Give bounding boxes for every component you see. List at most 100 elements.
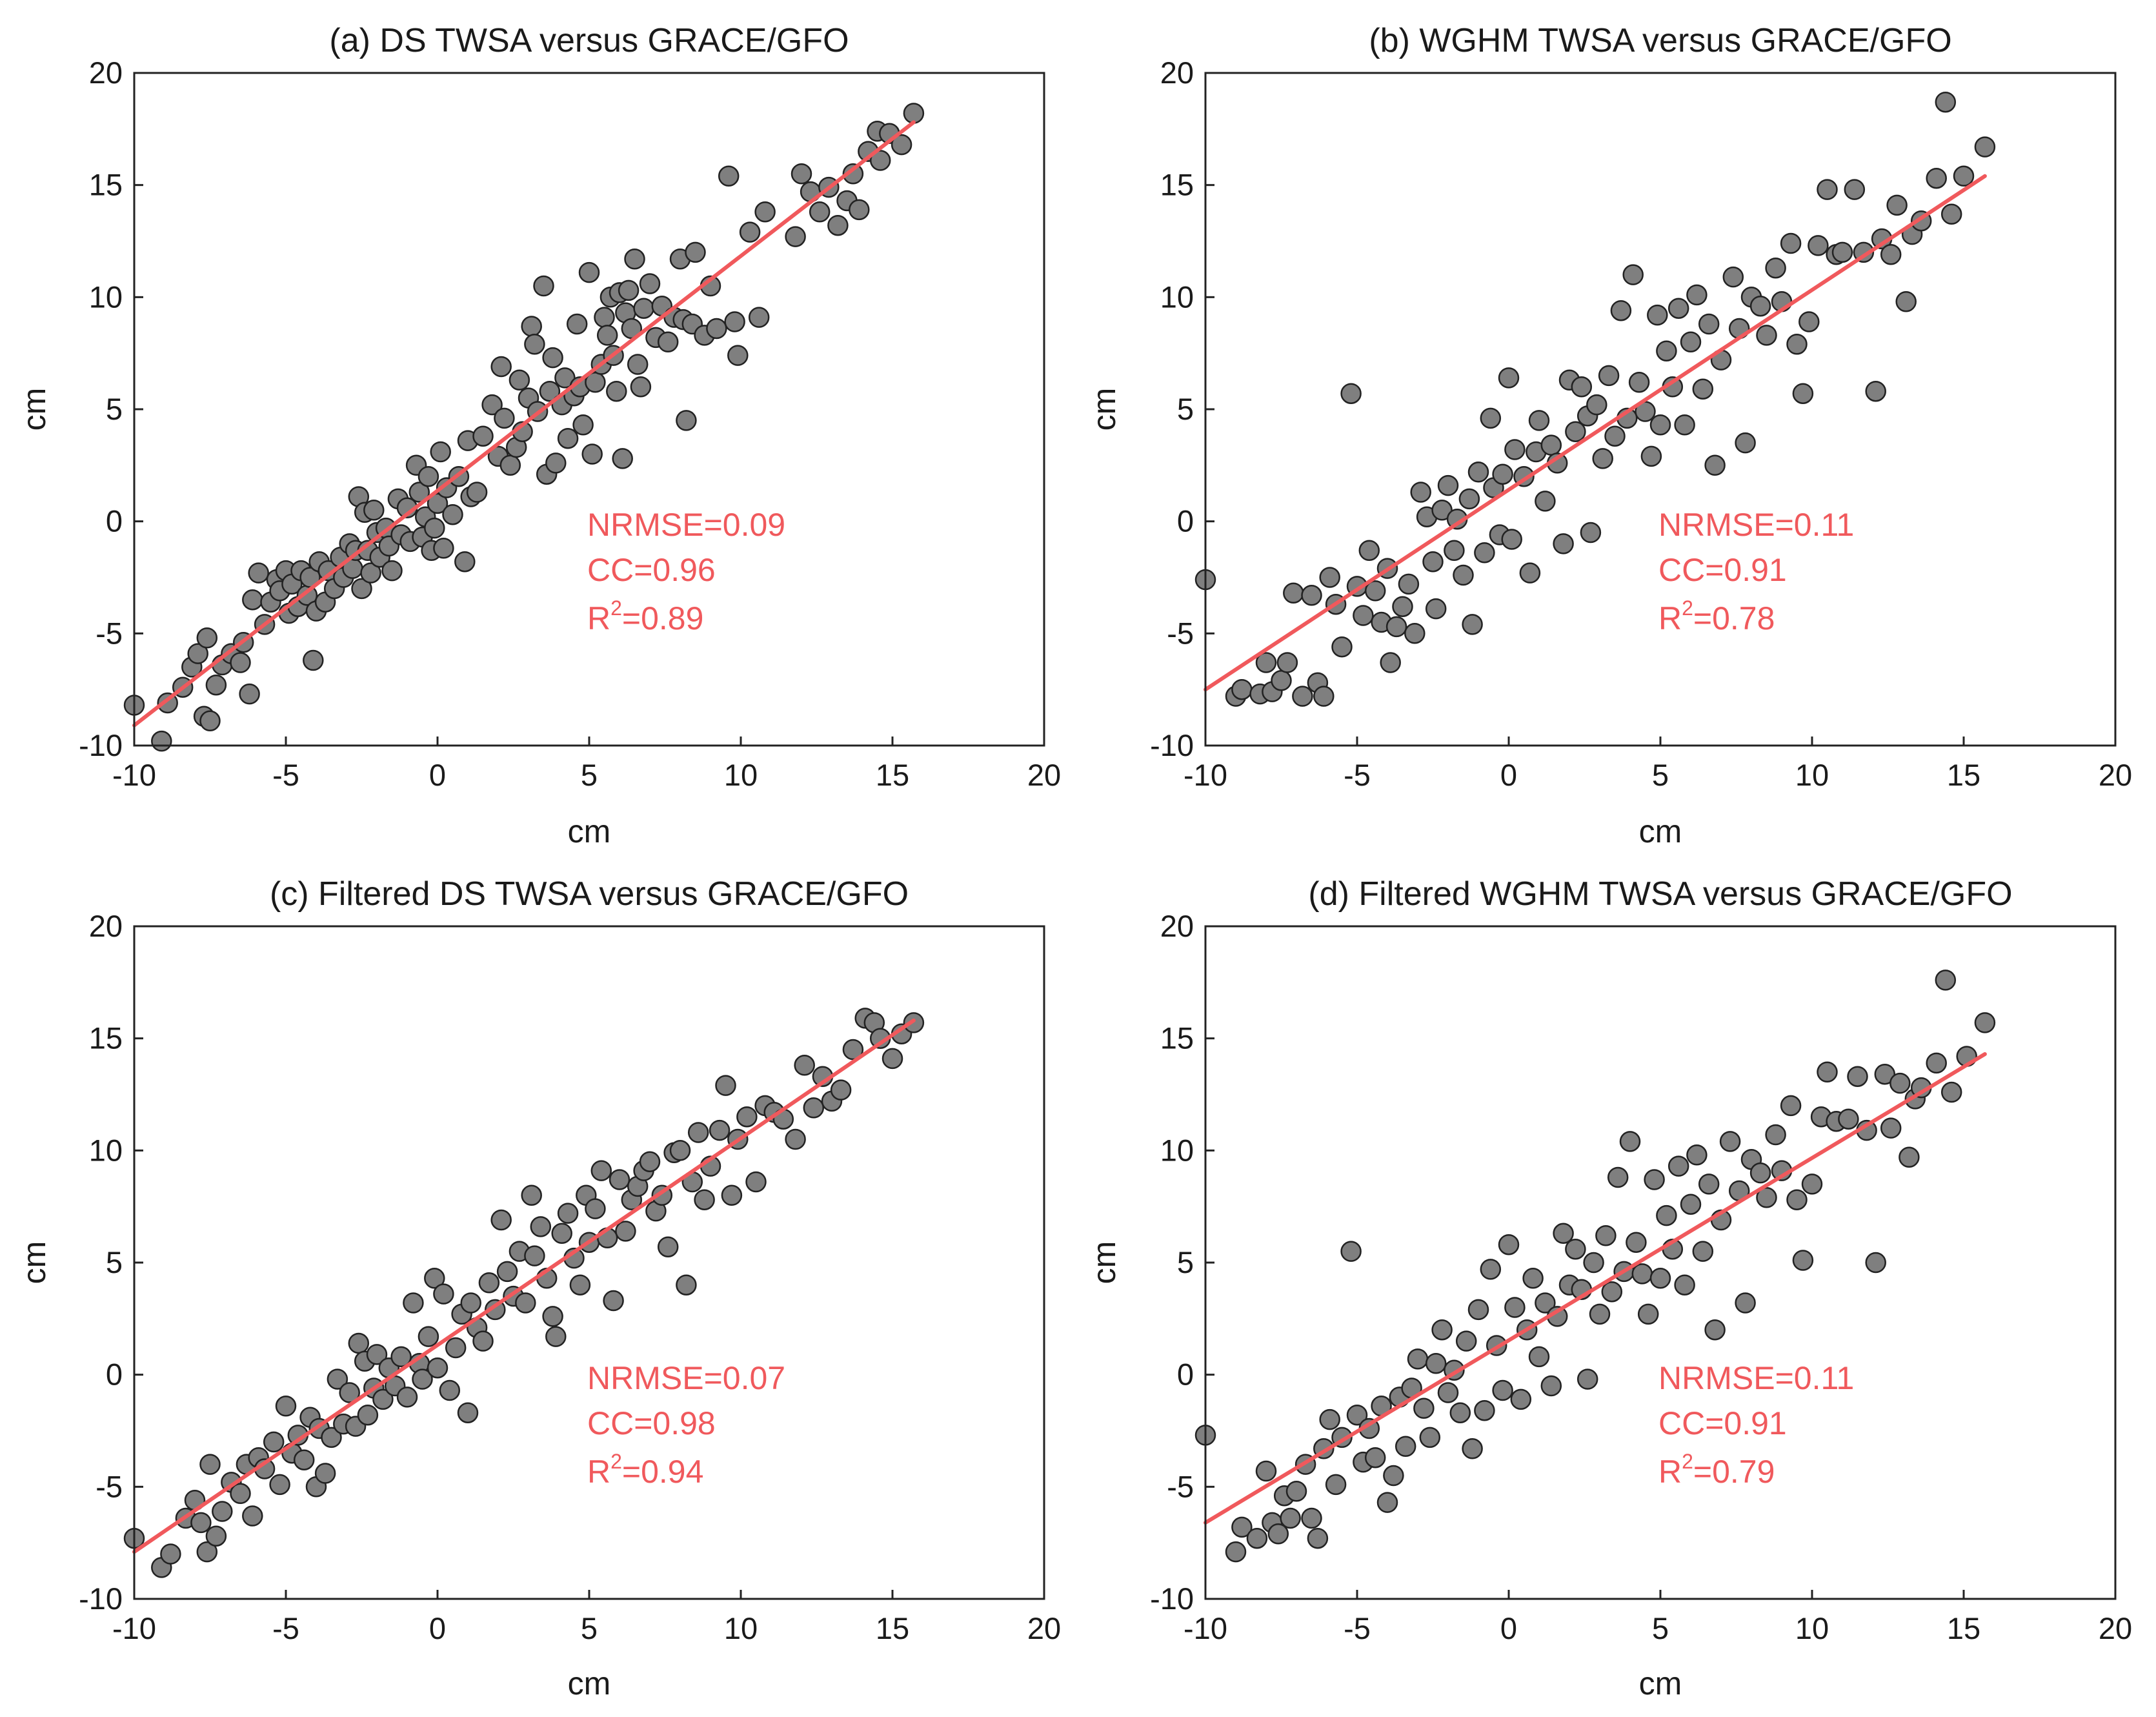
scatter-point — [545, 1326, 567, 1347]
x-tick-label: -5 — [1344, 1611, 1371, 1645]
scatter-point — [676, 1274, 697, 1295]
scatter-point — [1410, 482, 1431, 503]
panel-title: (a) DS TWSA versus GRACE/GFO — [329, 22, 849, 59]
scatter-point — [1307, 1527, 1329, 1549]
scatter-point — [424, 517, 445, 539]
scatter-point — [1462, 614, 1483, 635]
scatter-point — [676, 410, 697, 431]
scatter-point — [557, 427, 579, 449]
scatter-point — [1528, 1346, 1550, 1368]
scatter-point — [1231, 678, 1253, 700]
x-tick-label: -10 — [1184, 1611, 1227, 1645]
y-axis-label: cm — [16, 1241, 52, 1285]
scatter-point — [1698, 1173, 1720, 1195]
scatter-point — [248, 562, 269, 584]
scatter-point — [1808, 235, 1829, 256]
scatter-point — [1780, 1095, 1802, 1117]
scatter-point — [1622, 264, 1644, 285]
scatter-point — [1376, 1492, 1398, 1513]
scatter-point — [478, 1272, 500, 1294]
scatter-point — [1346, 1404, 1368, 1426]
scatter-point — [1765, 257, 1786, 279]
scatter-point — [603, 1290, 624, 1312]
scatter-point — [1565, 1238, 1586, 1260]
y-tick-label: 15 — [89, 1021, 123, 1055]
scatter-point — [427, 1357, 448, 1379]
scatter-point — [1398, 573, 1420, 595]
scatter-point — [1519, 562, 1541, 584]
scatter-point — [1319, 1408, 1340, 1430]
scatter-point — [199, 710, 221, 732]
scatter-point — [1231, 1516, 1253, 1538]
scatter-point — [557, 1203, 579, 1224]
panel-a: (a) DS TWSA versus GRACE/GFO -10 -5 0 5 10 15… — [16, 22, 1061, 849]
scatter-point — [1692, 378, 1714, 400]
y-tick-label: 20 — [1160, 909, 1194, 943]
scatter-point — [1647, 304, 1668, 326]
scatter-point — [1292, 686, 1313, 707]
scatter-point — [418, 465, 439, 487]
y-tick-label: 5 — [106, 1245, 123, 1279]
scatter-point — [1889, 1072, 1911, 1094]
y-axis-label: cm — [1086, 1241, 1122, 1285]
scatter-point — [490, 356, 512, 378]
x-tick-label: 0 — [1500, 758, 1517, 792]
scatter-point — [1480, 1259, 1502, 1280]
scatter-point — [1492, 463, 1513, 485]
scatter-point — [1610, 300, 1632, 321]
regression-line — [132, 1018, 916, 1554]
stat-nrmse: NRMSE=0.11 — [1658, 507, 1854, 543]
scatter-point — [1313, 686, 1335, 707]
scatter-point — [1865, 380, 1886, 402]
scatter-point — [360, 562, 381, 584]
scatter-point — [827, 214, 849, 236]
scatter-point — [314, 1463, 336, 1484]
scatter-point — [496, 1261, 518, 1283]
scatter-point — [1680, 331, 1702, 353]
scatter-point — [1719, 1131, 1741, 1152]
scatter-point — [1604, 425, 1626, 447]
y-tick-label: 15 — [1160, 168, 1194, 202]
scatter-point — [891, 134, 912, 156]
scatter-point — [1592, 448, 1613, 469]
scatter-point — [1455, 1330, 1477, 1352]
scatter-point — [1656, 1204, 1677, 1226]
stat-cc: CC=0.96 — [587, 552, 716, 588]
stat-r2-sup: 2 — [1682, 1450, 1693, 1473]
scatter-point — [212, 1501, 233, 1522]
y-tick-label: 0 — [1177, 1357, 1194, 1392]
scatter-point — [1340, 1241, 1362, 1262]
stat-nrmse: NRMSE=0.09 — [587, 507, 785, 543]
scatter-point — [1935, 970, 1957, 991]
scatter-point — [1722, 266, 1744, 288]
scatter-point — [242, 1505, 263, 1527]
scatter-point — [1735, 1292, 1756, 1314]
stat-r2: R2=0.79 — [1658, 1450, 1775, 1490]
x-tick-label: 5 — [1652, 758, 1669, 792]
scatter-point — [572, 414, 594, 436]
x-axis-label: cm — [1639, 813, 1682, 849]
scatter-point — [1874, 1063, 1896, 1085]
scatter-point — [1301, 1507, 1322, 1529]
scatter-point — [551, 1223, 572, 1245]
scatter-point — [639, 1151, 661, 1172]
scatter-point — [1786, 334, 1808, 355]
tick-group: -10 -5 0 5 10 15 20 -10 -5 0 5 10 15 20 — [79, 56, 1061, 792]
stat-r2-value: =0.78 — [1693, 600, 1775, 636]
scatter-point — [624, 249, 645, 270]
scatter-point — [263, 1431, 285, 1453]
scatter-point — [390, 1346, 412, 1368]
scatter-point — [1319, 567, 1340, 588]
scatter-point — [1431, 1319, 1453, 1341]
stat-r2: R2=0.94 — [587, 1450, 703, 1490]
y-tick-label: -10 — [79, 1581, 123, 1616]
scatter-point — [1817, 1061, 1838, 1083]
scatter-point — [1704, 1319, 1726, 1341]
scatter-point — [1792, 383, 1814, 404]
panel-b: (b) WGHM TWSA versus GRACE/GFO -10 -5 0 5 10… — [1086, 22, 2132, 849]
scatter-point — [357, 1404, 379, 1426]
scatter-point — [869, 150, 891, 171]
y-tick-label: 10 — [1160, 279, 1194, 314]
scatter-point — [1255, 1460, 1277, 1482]
scatter-point — [348, 1332, 370, 1354]
